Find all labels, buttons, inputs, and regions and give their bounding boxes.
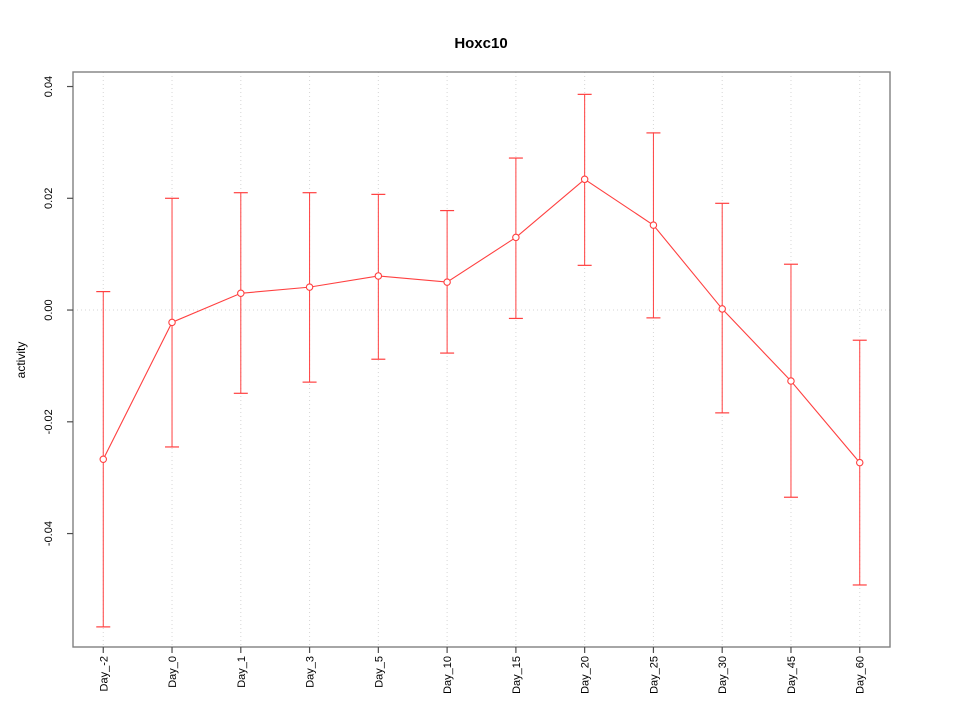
y-axis-tick-labels: -0.04 -0.02 0.00 0.02 0.04	[43, 76, 55, 546]
axis-ticks	[67, 85, 861, 653]
data-point-marker	[512, 233, 520, 242]
y-axis-tick-label: 0.02	[43, 188, 55, 209]
y-axis-tick-label: -0.02	[43, 409, 55, 434]
x-axis-tick-label: Day_5	[373, 656, 385, 688]
x-axis-tick-label: Day_10	[442, 656, 454, 694]
x-axis-tick-label: Day_-2	[98, 656, 110, 691]
data-point-marker	[443, 278, 451, 286]
data-point-marker	[305, 283, 314, 291]
data-point-marker	[718, 305, 726, 313]
x-axis-tick-label: Day_15	[511, 656, 523, 694]
x-axis-tick-label: Day_45	[786, 656, 798, 694]
x-axis-tick-label: Day_30	[717, 656, 729, 694]
data-point-marker	[787, 377, 795, 385]
x-axis-tick-labels: Day_-2 Day_0 Day_1 Day_3 Day_5 Day_10 Day_15 Da…	[98, 656, 866, 694]
x-axis-tick-label: Day_60	[855, 656, 867, 694]
x-axis-tick-label: Day_20	[580, 656, 592, 694]
data-point-marker	[374, 272, 383, 280]
data-point-marker	[649, 221, 658, 229]
data-point-markers	[99, 175, 864, 467]
y-axis-label: activity	[14, 342, 28, 379]
plot-border	[72, 71, 891, 648]
error-bars	[96, 93, 867, 628]
chart-title: Hoxc10	[454, 35, 507, 52]
data-point-marker	[237, 289, 245, 298]
y-axis-tick-label: 0.04	[43, 76, 55, 97]
x-axis-tick-label: Day_25	[648, 656, 660, 694]
series-line	[102, 178, 861, 463]
x-axis-tick-label: Day_1	[236, 656, 248, 688]
x-axis-tick-label: Day_3	[305, 656, 317, 688]
gridlines-vertical	[102, 72, 861, 647]
data-point-marker	[168, 318, 176, 327]
x-axis-tick-label: Day_0	[167, 656, 179, 688]
plot-layers: Day_-2 Day_0 Day_1 Day_3 Day_5 Day_10 Day_15 Da…	[43, 71, 891, 694]
y-axis-tick-label: 0.00	[43, 299, 55, 320]
data-point-marker	[99, 455, 108, 463]
data-point-marker	[580, 175, 589, 184]
y-axis-tick-label: -0.04	[43, 521, 55, 546]
data-point-marker	[855, 458, 864, 467]
